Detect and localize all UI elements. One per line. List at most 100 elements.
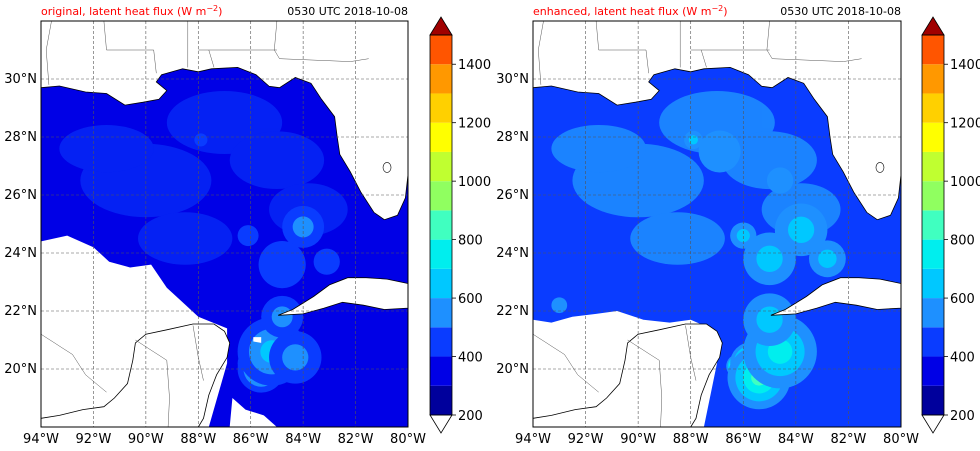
colorbar-under-triangle (921, 414, 945, 434)
colorbar-segment (922, 239, 944, 269)
colorbar-segment (922, 327, 944, 357)
map-frame-enhanced (532, 20, 902, 428)
colorbar-segment (430, 181, 452, 211)
colorbar-segment (922, 93, 944, 123)
colorbar-tick-label: 1000 (458, 175, 491, 190)
colorbar-tick-label: 1400 (458, 58, 491, 73)
colorbar-segment (430, 356, 452, 386)
colorbar-segment (922, 35, 944, 65)
colorbar-tick-label: 200 (458, 409, 483, 424)
map-panel-original: 94°W 92°W 90°W 88°W 86°W 84°W 82°W 80°W 20°N 22°N… (4, 4, 426, 447)
colorbar-frame (921, 34, 945, 416)
political-border (533, 333, 599, 393)
colorbar-segment (922, 64, 944, 94)
colorbar-segment (430, 35, 452, 65)
land-cuba (278, 277, 408, 316)
y-tick-label: 24°N (4, 246, 37, 261)
colorbar-segment (922, 268, 944, 299)
colorbar-tick-label: 400 (458, 351, 483, 366)
colorbar-tick-label: 600 (458, 292, 483, 307)
hotspot-4 (271, 306, 293, 328)
colorbar-tick-label: 1400 (950, 58, 980, 73)
x-tick-label: 86°W (725, 432, 761, 447)
political-border (627, 339, 663, 427)
x-tick-label: 82°W (830, 432, 866, 447)
colorbar-over-triangle (921, 16, 945, 36)
colorbar-segment (922, 385, 944, 415)
hotspot-8 (736, 229, 750, 243)
hotspot-8 (237, 225, 259, 247)
hotspot-11 (766, 167, 794, 194)
colorbar-segment (430, 298, 452, 328)
y-tick-label: 26°N (4, 188, 37, 203)
map-frame-original (40, 20, 409, 428)
colorbar-segment (430, 64, 452, 94)
x-tick-label: 86°W (233, 432, 269, 447)
y-tick-label: 20°N (4, 362, 37, 377)
political-border (700, 49, 707, 68)
land-yucatan (41, 323, 231, 427)
colorbar-segment (430, 327, 452, 357)
political-border (595, 21, 649, 74)
political-border (41, 333, 107, 393)
flux-patch (630, 212, 725, 265)
x-tick-label: 82°W (338, 432, 374, 447)
y-tick-label: 26°N (496, 188, 529, 203)
colorbar-tick-label: 400 (950, 351, 975, 366)
x-tick-label: 84°W (778, 432, 814, 447)
colorbar-frame (429, 34, 453, 416)
colorbar-over-triangle (429, 16, 453, 36)
colorbar-segment (430, 385, 452, 415)
political-border (135, 339, 170, 427)
panel-time-enhanced: 0530 UTC 2018-10-08 (780, 5, 901, 18)
colorbar-segment (430, 239, 452, 269)
x-tick-label: 88°W (673, 432, 709, 447)
colorbar-segment (430, 122, 452, 152)
x-tick-label: 94°W (515, 432, 551, 447)
y-tick-label: 28°N (496, 130, 529, 145)
colorbar-segment (922, 181, 944, 211)
panel-title-enhanced: enhanced, latent heat flux (W m−2) (533, 4, 728, 18)
hotspot-7 (688, 135, 698, 145)
hotspot-6 (756, 245, 783, 272)
colorbar-under-triangle (429, 414, 453, 434)
x-tick-label: 92°W (568, 432, 604, 447)
y-tick-label: 30°N (4, 72, 37, 87)
hotspot-3 (282, 344, 309, 371)
hotspot-10 (698, 130, 741, 173)
colorbar-tick-label: 800 (950, 234, 975, 249)
y-tick-label: 24°N (496, 246, 529, 261)
hotspot-12 (551, 297, 568, 314)
colorbar-segment (922, 356, 944, 386)
flux-patch (551, 124, 647, 173)
panel-time-original: 0530 UTC 2018-10-08 (287, 5, 408, 18)
hotspot-9 (313, 248, 340, 275)
flux-hotspots-enhanced (551, 130, 846, 410)
hotspot-6 (258, 241, 306, 289)
colorbar-segment (430, 210, 452, 240)
flux-patch (137, 212, 233, 265)
colorbar-segment (922, 122, 944, 152)
colorbar-original: 200 400 600 800 1000 1200 1400 (429, 16, 491, 434)
y-tick-label: 28°N (4, 130, 37, 145)
x-tick-label: 84°W (285, 432, 321, 447)
lake-outline (382, 162, 392, 173)
y-tick-label: 30°N (496, 72, 529, 87)
missing-data-region (253, 337, 262, 343)
colorbar-enhanced: 200 400 600 800 1000 1200 1400 (921, 16, 980, 434)
colorbar-segment (430, 151, 452, 182)
y-tick-label: 22°N (496, 304, 529, 319)
colorbar-tick-label: 1200 (950, 117, 980, 132)
hotspot-9 (818, 249, 837, 268)
land-usa (41, 21, 408, 221)
colorbar-segment (430, 268, 452, 299)
x-tick-label: 90°W (128, 432, 164, 447)
political-border (766, 21, 862, 62)
x-tick-label: 80°W (390, 432, 426, 447)
colorbar-tick-label: 800 (458, 234, 483, 249)
panel-title-original: original, latent heat flux (W m−2) (41, 4, 222, 18)
lake-outline (875, 162, 885, 173)
flux-patch (722, 131, 817, 190)
missing-data-region (229, 398, 277, 427)
